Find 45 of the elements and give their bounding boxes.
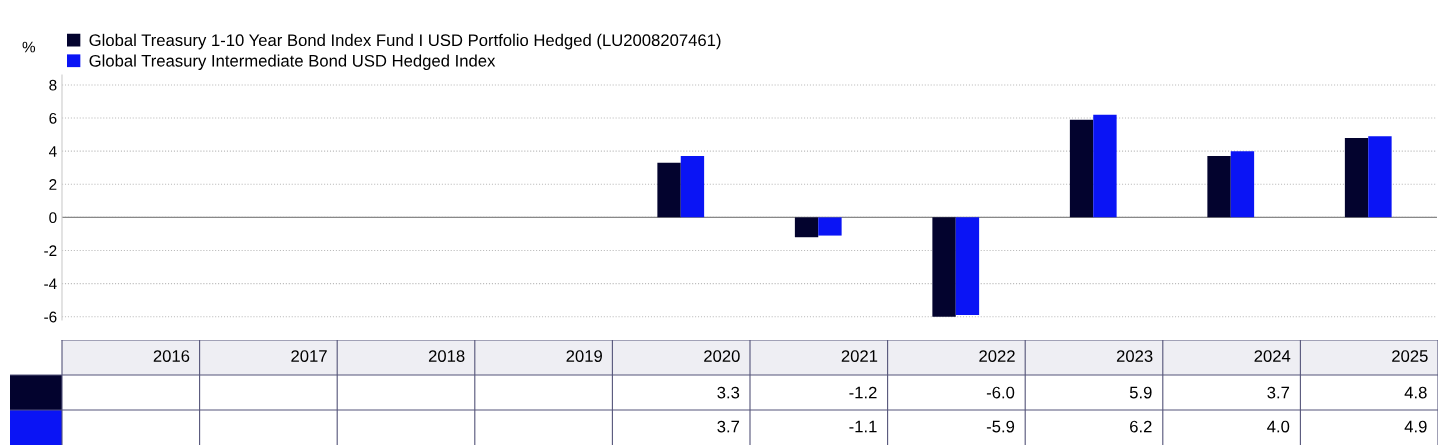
data-label: -5.9 <box>986 420 1015 433</box>
bar <box>818 217 842 236</box>
x-tick-label: 2024 <box>1254 350 1291 362</box>
y-tick-label: 8 <box>49 79 57 91</box>
y-tick-label: 4 <box>48 146 57 157</box>
bar <box>1207 156 1231 218</box>
bar <box>794 217 819 238</box>
bar <box>1093 114 1117 218</box>
x-tick-label: 2025 <box>1392 350 1428 362</box>
y-tick-label: -2 <box>44 245 57 257</box>
y-axis-title: % <box>22 41 36 53</box>
x-tick-label: 2019 <box>566 350 602 362</box>
data-label: 5.9 <box>1129 386 1152 399</box>
bar <box>932 217 956 317</box>
x-tick-label: 2018 <box>428 350 465 362</box>
data-label: 4.8 <box>1404 386 1427 399</box>
y-tick-label: 6 <box>49 112 57 124</box>
y-tick-label: 2 <box>49 179 57 190</box>
bar <box>1230 151 1255 218</box>
data-label: 3.7 <box>1267 386 1290 399</box>
data-label: 3.3 <box>717 386 740 399</box>
x-tick-label: 2016 <box>153 350 190 362</box>
bar <box>1368 136 1392 218</box>
legend-label: Global Treasury 1-10 Year Bond Index Fund I USD Portfolio Hedged (LU2008207461) <box>89 33 721 50</box>
bar <box>680 156 705 218</box>
data-label: -6.0 <box>986 386 1015 399</box>
bar <box>1069 119 1094 218</box>
bar <box>1344 137 1369 218</box>
data-label: 6.2 <box>1130 420 1152 433</box>
y-tick-label: -4 <box>44 278 57 290</box>
data-label: -1.1 <box>849 420 877 433</box>
data-label: 4.0 <box>1267 420 1290 433</box>
x-tick-label: 2023 <box>1116 350 1153 362</box>
x-tick-label: 2017 <box>291 350 327 362</box>
y-tick-label: 0 <box>49 212 57 224</box>
bar <box>955 217 980 316</box>
data-label: -1.2 <box>849 386 877 399</box>
x-tick-label: 2022 <box>979 350 1015 362</box>
x-tick-label: 2020 <box>704 350 740 362</box>
bar <box>657 162 681 218</box>
legend-label: Global Treasury Intermediate Bond USD Hedged Index <box>89 54 496 70</box>
x-tick-label: 2021 <box>841 350 878 362</box>
data-label: 3.7 <box>717 420 740 433</box>
y-tick-label: -6 <box>44 311 57 323</box>
data-label: 4.9 <box>1404 420 1427 433</box>
